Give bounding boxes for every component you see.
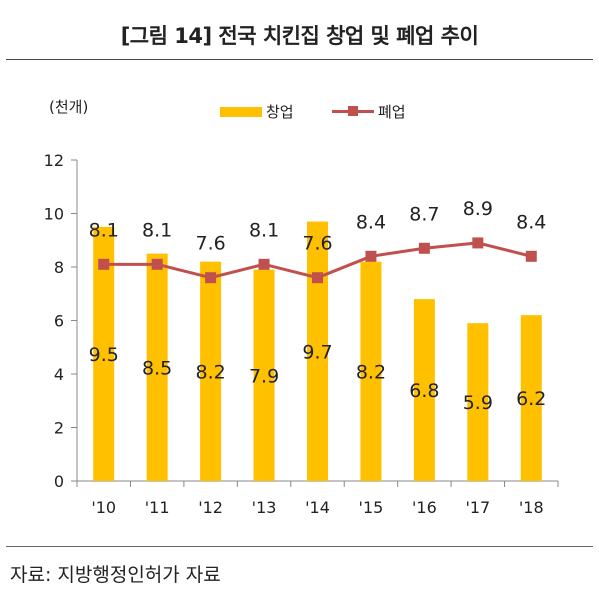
line-value-label: 8.4	[356, 211, 386, 233]
bar-value-label: 8.2	[196, 361, 226, 383]
bar	[413, 299, 435, 481]
bar-value-label: 9.7	[302, 341, 332, 363]
bar	[520, 315, 542, 481]
y-tick-label: 2	[54, 419, 64, 438]
line-value-label: 8.1	[249, 219, 279, 241]
bar-value-label: 9.5	[89, 344, 119, 366]
line-marker	[205, 272, 217, 284]
line-marker	[472, 237, 484, 249]
bar	[200, 261, 222, 481]
line-marker	[525, 250, 537, 262]
bar-value-label: 6.8	[409, 380, 439, 402]
y-tick-label: 8	[54, 258, 64, 277]
line-marker	[312, 272, 323, 284]
legend-swatch-marker	[348, 106, 358, 116]
bar-value-label: 8.5	[142, 357, 172, 379]
line-value-label: 8.9	[463, 198, 493, 220]
line-marker	[418, 242, 430, 254]
line-marker	[365, 250, 377, 262]
x-tick-label: '16	[412, 498, 437, 517]
x-tick-label: '15	[359, 498, 384, 517]
y-tick-label: 0	[54, 472, 64, 491]
figure-title: [그림 14] 전국 치킨집 창업 및 폐업 추이	[120, 24, 479, 48]
line-value-label: 8.7	[409, 203, 439, 225]
bar-value-label: 5.9	[463, 392, 493, 414]
source-divider	[6, 546, 593, 547]
legend-label-startups: 창업	[266, 103, 294, 121]
bar-value-label: 6.2	[516, 388, 546, 410]
x-tick-label: '13	[252, 498, 277, 517]
x-tick-label: '11	[145, 498, 170, 517]
unit-label: (천개)	[49, 98, 89, 116]
x-tick-label: '10	[91, 498, 116, 517]
line-marker	[258, 258, 270, 270]
x-tick-label: '17	[465, 498, 490, 517]
source-note: 자료: 지방행정인허가 자료	[10, 564, 221, 586]
line-value-label: 7.6	[196, 233, 226, 255]
x-tick-label: '14	[305, 498, 330, 517]
x-tick-label: '12	[198, 498, 223, 517]
line-marker	[98, 258, 110, 270]
legend-swatch-bar	[220, 107, 262, 117]
y-tick-label: 4	[54, 365, 64, 384]
bar	[307, 221, 328, 481]
legend-label-closures: 폐업	[378, 103, 406, 121]
line-value-label: 8.1	[89, 219, 119, 241]
line-value-label: 8.4	[516, 211, 546, 233]
bar	[467, 323, 489, 481]
y-tick-label: 6	[54, 312, 64, 331]
bar	[93, 226, 115, 481]
bar	[360, 261, 382, 481]
x-tick-label: '18	[519, 498, 544, 517]
title-divider	[6, 59, 593, 60]
line-marker	[151, 258, 163, 270]
bar-value-label: 8.2	[356, 361, 386, 383]
line-value-label: 7.6	[302, 233, 332, 255]
y-tick-label: 10	[44, 205, 64, 224]
bar	[253, 269, 275, 481]
bar-value-label: 7.9	[249, 365, 279, 387]
bar	[146, 253, 168, 481]
line-value-label: 8.1	[142, 219, 172, 241]
y-tick-label: 12	[44, 151, 64, 170]
